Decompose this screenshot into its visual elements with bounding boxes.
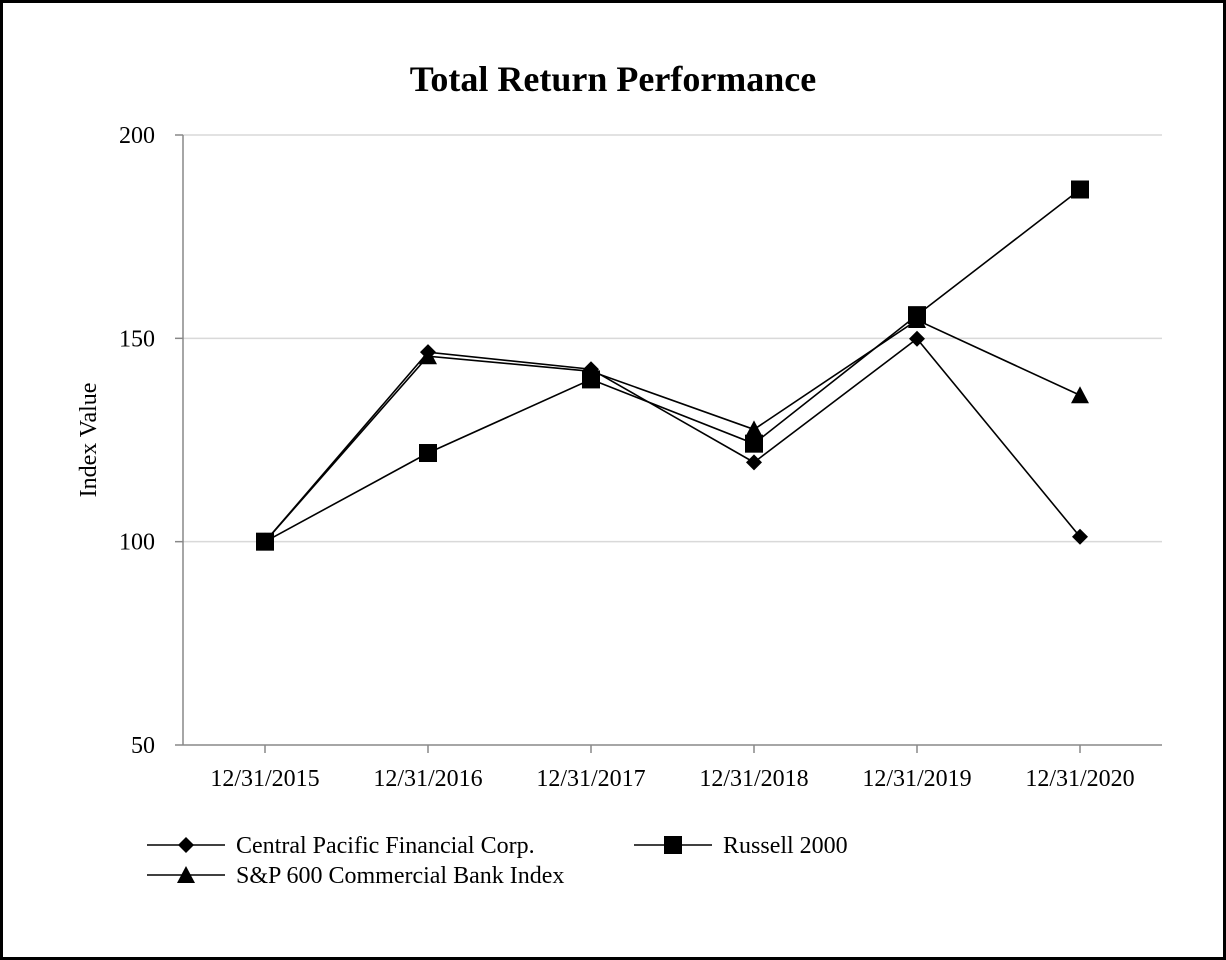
data-point: [746, 454, 762, 471]
data-point: [419, 347, 437, 365]
y-tick-label: 150: [119, 326, 155, 352]
legend: Central Pacific Financial Corp. Russell 2…: [147, 833, 848, 889]
legend-entry: S&P 600 Commercial Bank Index: [147, 863, 564, 889]
series-diamond: [257, 330, 1088, 550]
series-triangle: [256, 311, 1089, 550]
y-tick-label: 200: [119, 123, 155, 149]
chart-title: Total Return Performance: [409, 59, 817, 99]
data-point: [745, 434, 763, 453]
legend-entry: Russell 2000: [634, 833, 848, 859]
series-line: [264, 337, 1081, 543]
x-tick-labels: 12/31/2015 12/31/2016 12/31/2017 12/31/2018…: [210, 766, 1134, 792]
legend-marker: [664, 836, 682, 854]
data-point: [745, 420, 763, 438]
x-tick-label: 12/31/2018: [699, 766, 808, 792]
data-point: [1071, 386, 1089, 404]
data-point: [256, 532, 274, 550]
gridlines: [183, 134, 1162, 543]
x-tick-label: 12/31/2020: [1025, 766, 1134, 792]
legend-marker: [178, 837, 194, 853]
x-tick-label: 12/31/2016: [373, 766, 482, 792]
data-point: [1071, 180, 1089, 199]
series-line: [264, 319, 1081, 543]
legend-label: Russell 2000: [723, 833, 848, 859]
y-axis-label: Index Value: [76, 383, 102, 498]
legend-marker: [177, 866, 195, 883]
y-tick-label: 50: [131, 733, 155, 759]
data-point: [419, 444, 437, 463]
legend-entry: Central Pacific Financial Corp.: [147, 833, 535, 859]
x-tick-label: 12/31/2017: [536, 766, 645, 792]
data-point: [582, 362, 600, 380]
series-group: [256, 180, 1089, 551]
data-point: [1072, 528, 1088, 545]
data-point: [908, 311, 926, 329]
y-tick-labels: 50 100 150 200: [119, 123, 155, 759]
data-point: [909, 330, 925, 347]
axes: [175, 134, 1162, 753]
x-tick-label: 12/31/2015: [210, 766, 319, 792]
series-line: [264, 188, 1081, 543]
y-tick-label: 100: [119, 530, 155, 556]
legend-label: S&P 600 Commercial Bank Index: [236, 863, 564, 889]
x-tick-label: 12/31/2019: [862, 766, 971, 792]
series-square: [256, 180, 1089, 551]
legend-label: Central Pacific Financial Corp.: [236, 833, 535, 859]
